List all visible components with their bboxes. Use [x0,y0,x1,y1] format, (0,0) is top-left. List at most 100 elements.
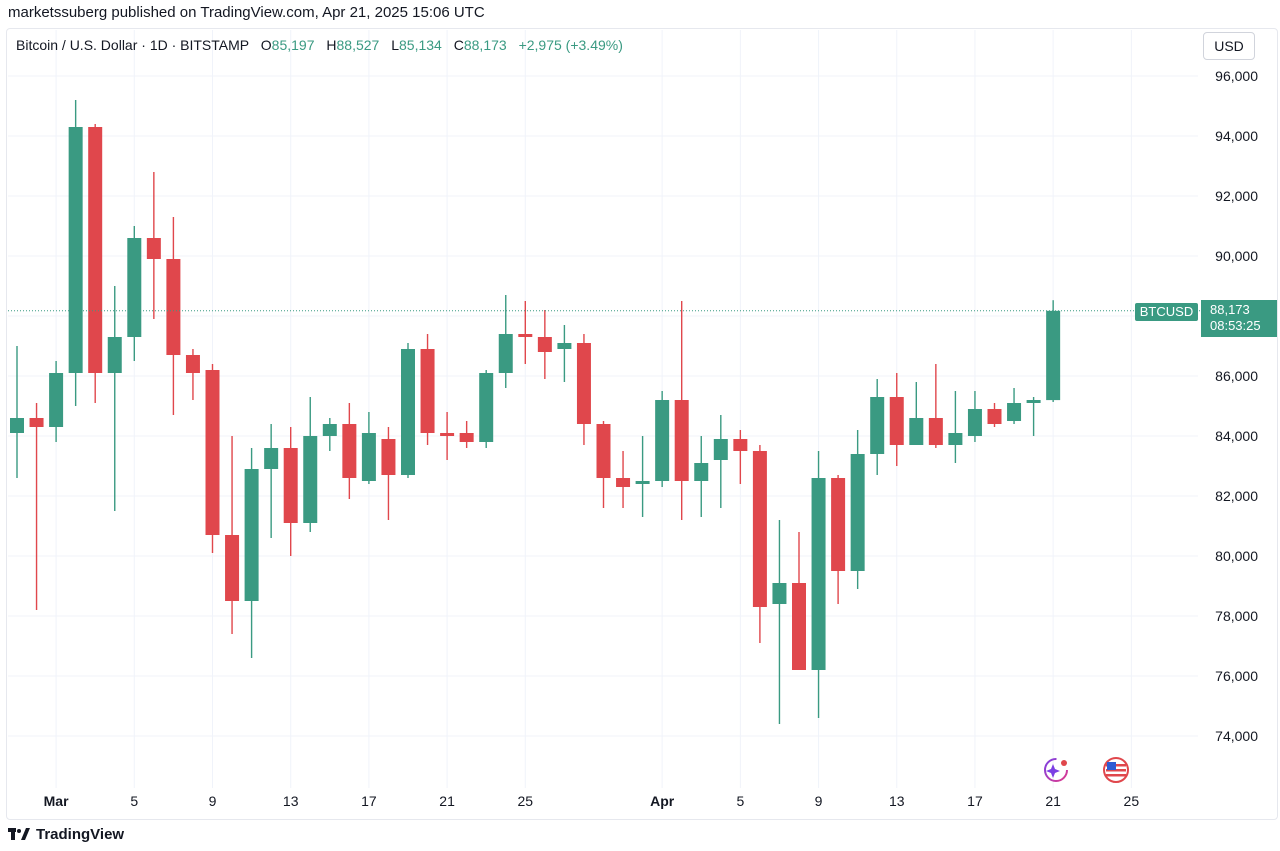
candle-body [303,436,318,523]
candle [537,310,552,379]
candle-body [401,349,415,475]
us-flag-icon[interactable] [1102,756,1130,784]
candle [870,379,885,475]
candle-body [49,373,64,427]
candle-body [88,127,103,373]
candle-body [420,349,435,433]
candles [10,100,1061,724]
x-tick-label: 5 [130,793,138,809]
candle [967,391,982,442]
candle [674,301,689,520]
candle [244,448,259,658]
candle-body [225,535,240,601]
candle-body [127,238,142,337]
y-tick-label: 76,000 [1215,668,1258,684]
candle [68,100,83,406]
x-tick-label: 9 [815,793,823,809]
price-axis: 74,000 76,000 78,000 80,000 82,000 84,000 86,0… [1215,68,1258,744]
x-tick-label: 13 [889,793,905,809]
close-label: C [453,37,464,53]
x-tick-label: 17 [967,793,983,809]
sparkle-icon[interactable] [1042,756,1070,784]
candle-body [342,424,357,478]
y-tick-label: 96,000 [1215,68,1258,84]
close-value: 88,173 [463,37,507,53]
bar-countdown: 08:53:25 [1210,318,1261,333]
candle [909,382,924,445]
candle-body [479,373,494,442]
candle [381,427,396,520]
candle-body [361,433,376,481]
candle-body [576,343,591,424]
candle-body [596,424,611,478]
candle [752,445,767,643]
y-tick-label: 84,000 [1215,428,1258,444]
candle [29,403,44,610]
candle [518,301,533,364]
y-tick-label: 94,000 [1215,128,1258,144]
candle [185,349,200,400]
candle [49,361,64,442]
candle [576,334,591,445]
currency-button[interactable]: USD [1203,32,1255,60]
time-axis: Mar 5 9 13 17 21 25 Apr 5 9 13 17 21 25 [44,793,1140,809]
candle [88,124,103,403]
candle [772,520,787,724]
candle-body [557,343,572,349]
candle [283,427,298,556]
candle [557,325,572,382]
candle [322,418,337,451]
y-tick-label: 78,000 [1215,608,1258,624]
candle [10,346,24,478]
x-tick-label: Apr [650,793,675,809]
candle [948,391,963,463]
candle [1026,397,1041,436]
high-value: 88,527 [336,37,380,53]
high-label: H [326,37,337,53]
open-value: 85,197 [271,37,315,53]
x-tick-label: 25 [518,793,534,809]
candle-body [850,454,865,571]
candle-body [752,451,767,607]
y-tick-label: 92,000 [1215,188,1258,204]
candle [831,475,846,604]
candle-body [459,433,474,442]
candle-body [107,337,122,373]
candle-body [889,397,904,445]
candle-body [1046,310,1061,401]
candle [361,412,376,484]
candle-body [322,424,337,436]
candle [479,370,494,448]
candle [303,397,318,532]
candle-body [674,400,689,481]
candle-body [713,439,728,460]
x-tick-label: 25 [1124,793,1140,809]
candle-body [29,418,44,427]
x-tick-label: Mar [44,793,69,809]
candle [264,424,279,538]
candle [713,415,728,508]
candle-body [616,478,631,487]
candle-body [381,439,396,475]
candle-body [870,397,885,454]
y-tick-label: 74,000 [1215,728,1258,744]
low-value: 85,134 [399,37,442,53]
candle [616,451,631,508]
candle [928,364,943,448]
candle-body [811,478,826,670]
candle-body [694,463,709,481]
candle-body [244,469,259,601]
candle [889,373,904,466]
candle-body [10,418,24,433]
candle-body [185,355,200,373]
candle-body [205,370,220,535]
footer-brand: TradingView [8,826,124,843]
candle-body [967,409,982,436]
candle-body [518,334,533,337]
last-price-value: 88,173 [1210,302,1250,317]
candle-body [987,409,1002,424]
candle-body [1026,400,1041,403]
x-tick-label: 17 [361,793,377,809]
x-tick-label: 13 [283,793,299,809]
